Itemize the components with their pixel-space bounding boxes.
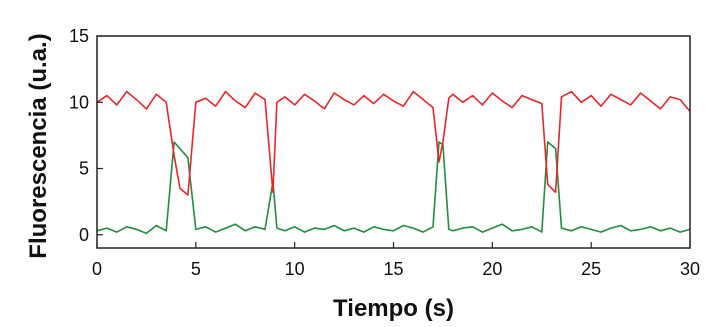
x-tick-label: 20 [482,259,502,279]
series-layer [96,90,691,235]
x-tick-label: 5 [191,259,201,279]
y-tick-label: 5 [79,159,89,179]
y-axis-title: Fluorescencia (u.a.) [25,33,52,258]
x-tick-label: 25 [581,259,601,279]
y-tick-label: 0 [79,225,89,245]
x-tick-label: 10 [285,259,305,279]
series-line [96,90,691,196]
x-tick-label: 15 [383,259,403,279]
series-line [96,141,691,235]
x-tick-label: 30 [680,259,700,279]
y-tick-label: 10 [69,92,89,112]
x-axis-title: Tiempo (s) [333,295,454,322]
y-tick-label: 15 [69,26,89,46]
ticks-layer: 0 5 10 15 20 25 30 0 5 10 15 [69,26,700,279]
x-tick-label: 0 [92,259,102,279]
